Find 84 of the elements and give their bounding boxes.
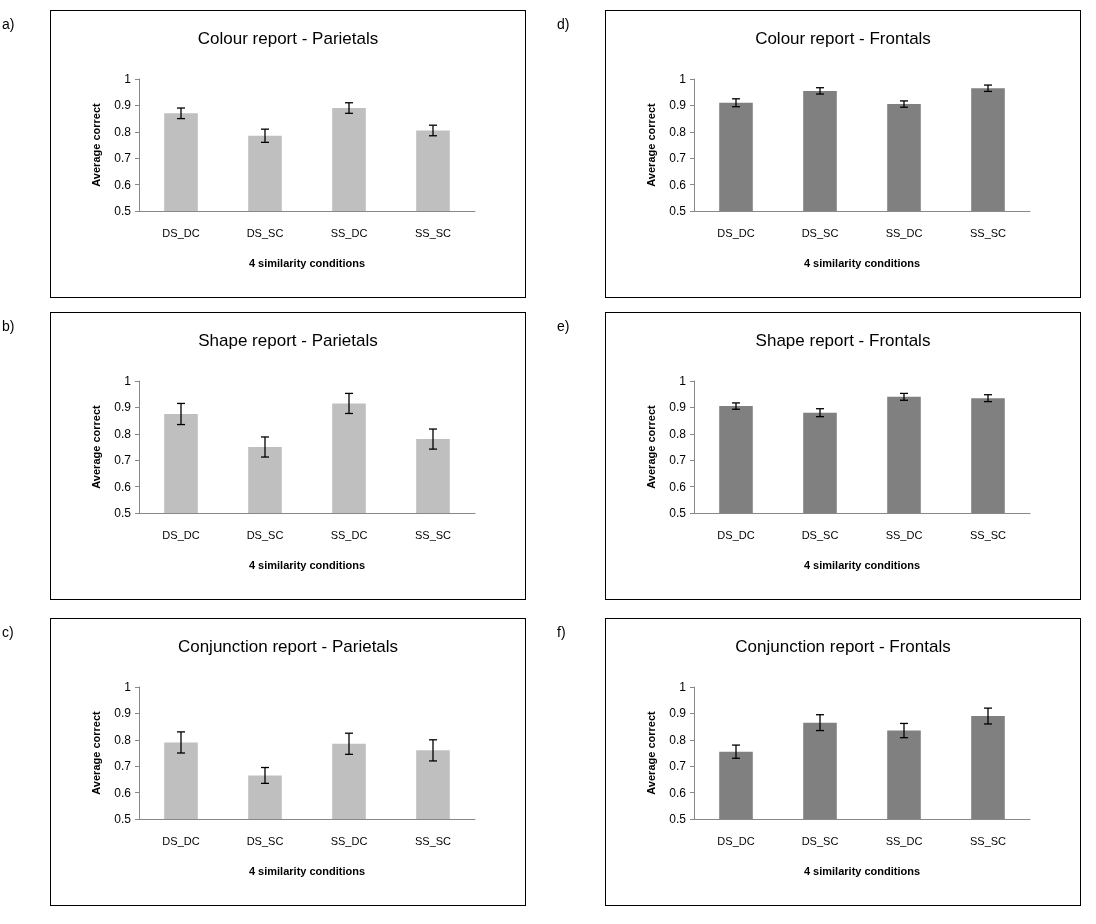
chart-title: Shape report - Frontals xyxy=(755,331,931,350)
y-tick-label: 0.7 xyxy=(669,759,687,774)
y-tick-label: 0.6 xyxy=(669,177,687,192)
x-tick-label: SS_SC xyxy=(414,834,452,847)
y-tick-label: 0.6 xyxy=(114,177,132,192)
y-tick-label: 0.7 xyxy=(669,453,687,468)
y-tick-label: 0.6 xyxy=(114,479,132,494)
y-tick-label: 0.8 xyxy=(114,124,132,139)
x-tick-label: DS_SC xyxy=(246,226,284,239)
y-tick-label: 0.5 xyxy=(669,204,687,218)
y-tick-label: 0.8 xyxy=(669,426,687,441)
x-tick-label: DS_DC xyxy=(717,834,755,847)
y-tick-label: 0.9 xyxy=(669,706,687,721)
y-tick-label: 0.8 xyxy=(114,426,132,441)
chart-title: Conjunction report - Frontals xyxy=(735,637,951,656)
chart-title: Shape report - Parietals xyxy=(198,331,378,350)
y-tick-label: 0.9 xyxy=(114,706,132,721)
text: a) xyxy=(2,16,15,32)
x-tick-label: SS_DC xyxy=(885,226,923,239)
x-tick-label: DS_DC xyxy=(717,226,755,239)
y-tick-label: 0.7 xyxy=(114,453,132,468)
y-tick-label: 0.7 xyxy=(114,759,132,774)
x-tick-label: SS_SC xyxy=(414,528,452,541)
x-tick-label: SS_SC xyxy=(969,226,1007,239)
text: f) xyxy=(557,624,566,640)
y-axis-title: Average correct xyxy=(644,710,657,795)
x-tick-label: SS_DC xyxy=(885,834,923,847)
y-axis-title: Average correct xyxy=(644,404,657,489)
y-axis-title: Average correct xyxy=(89,102,102,187)
text: e) xyxy=(557,318,570,334)
x-tick-label: DS_SC xyxy=(801,834,839,847)
y-tick-label: 0.5 xyxy=(669,506,687,520)
x-axis-title: 4 similarity conditions xyxy=(803,864,921,877)
y-tick-label: 1 xyxy=(124,72,132,86)
x-axis-title: 4 similarity conditions xyxy=(248,558,366,571)
y-tick-label: 0.8 xyxy=(669,732,687,747)
text: b) xyxy=(2,318,15,334)
x-tick-label: SS_DC xyxy=(330,528,368,541)
y-tick-label: 1 xyxy=(679,680,687,694)
x-tick-label: DS_SC xyxy=(246,834,284,847)
text: c) xyxy=(2,624,14,640)
x-axis-title: 4 similarity conditions xyxy=(248,256,366,269)
y-tick-label: 0.9 xyxy=(669,98,687,113)
y-tick-label: 0.6 xyxy=(669,785,687,800)
x-tick-label: DS_SC xyxy=(801,226,839,239)
x-tick-label: SS_SC xyxy=(969,528,1007,541)
x-axis-title: 4 similarity conditions xyxy=(803,558,921,571)
text: d) xyxy=(557,16,570,32)
x-tick-label: SS_DC xyxy=(330,834,368,847)
x-tick-label: DS_SC xyxy=(246,528,284,541)
x-tick-label: DS_SC xyxy=(801,528,839,541)
y-tick-label: 0.5 xyxy=(669,812,687,826)
y-tick-label: 0.9 xyxy=(114,400,132,415)
y-tick-label: 0.6 xyxy=(669,479,687,494)
y-tick-label: 0.5 xyxy=(114,204,132,218)
y-tick-label: 0.9 xyxy=(114,98,132,113)
y-axis-title: Average correct xyxy=(89,710,102,795)
y-tick-label: 0.5 xyxy=(114,506,132,520)
y-tick-label: 0.8 xyxy=(669,124,687,139)
y-tick-label: 1 xyxy=(679,374,687,388)
y-axis-title: Average correct xyxy=(644,102,657,187)
x-tick-label: SS_DC xyxy=(885,528,923,541)
y-tick-label: 0.6 xyxy=(114,785,132,800)
x-tick-label: DS_DC xyxy=(162,528,200,541)
y-tick-label: 0.7 xyxy=(669,151,687,166)
x-tick-label: DS_DC xyxy=(162,834,200,847)
y-axis-title: Average correct xyxy=(89,404,102,489)
y-tick-label: 1 xyxy=(679,72,687,86)
y-tick-label: 0.5 xyxy=(114,812,132,826)
x-axis-title: 4 similarity conditions xyxy=(248,864,366,877)
y-tick-label: 1 xyxy=(124,374,132,388)
x-tick-label: SS_DC xyxy=(330,226,368,239)
chart-title: Conjunction report - Parietals xyxy=(177,637,399,656)
x-tick-label: SS_SC xyxy=(414,226,452,239)
y-tick-label: 0.8 xyxy=(114,732,132,747)
y-tick-label: 0.7 xyxy=(114,151,132,166)
chart-title: Colour report - Frontals xyxy=(755,29,931,48)
chart-title: Colour report - Parietals xyxy=(197,29,379,48)
x-tick-label: DS_DC xyxy=(162,226,200,239)
y-tick-label: 0.9 xyxy=(669,400,687,415)
x-tick-label: DS_DC xyxy=(717,528,755,541)
x-axis-title: 4 similarity conditions xyxy=(803,256,921,269)
x-tick-label: SS_SC xyxy=(969,834,1007,847)
y-tick-label: 1 xyxy=(124,680,132,694)
